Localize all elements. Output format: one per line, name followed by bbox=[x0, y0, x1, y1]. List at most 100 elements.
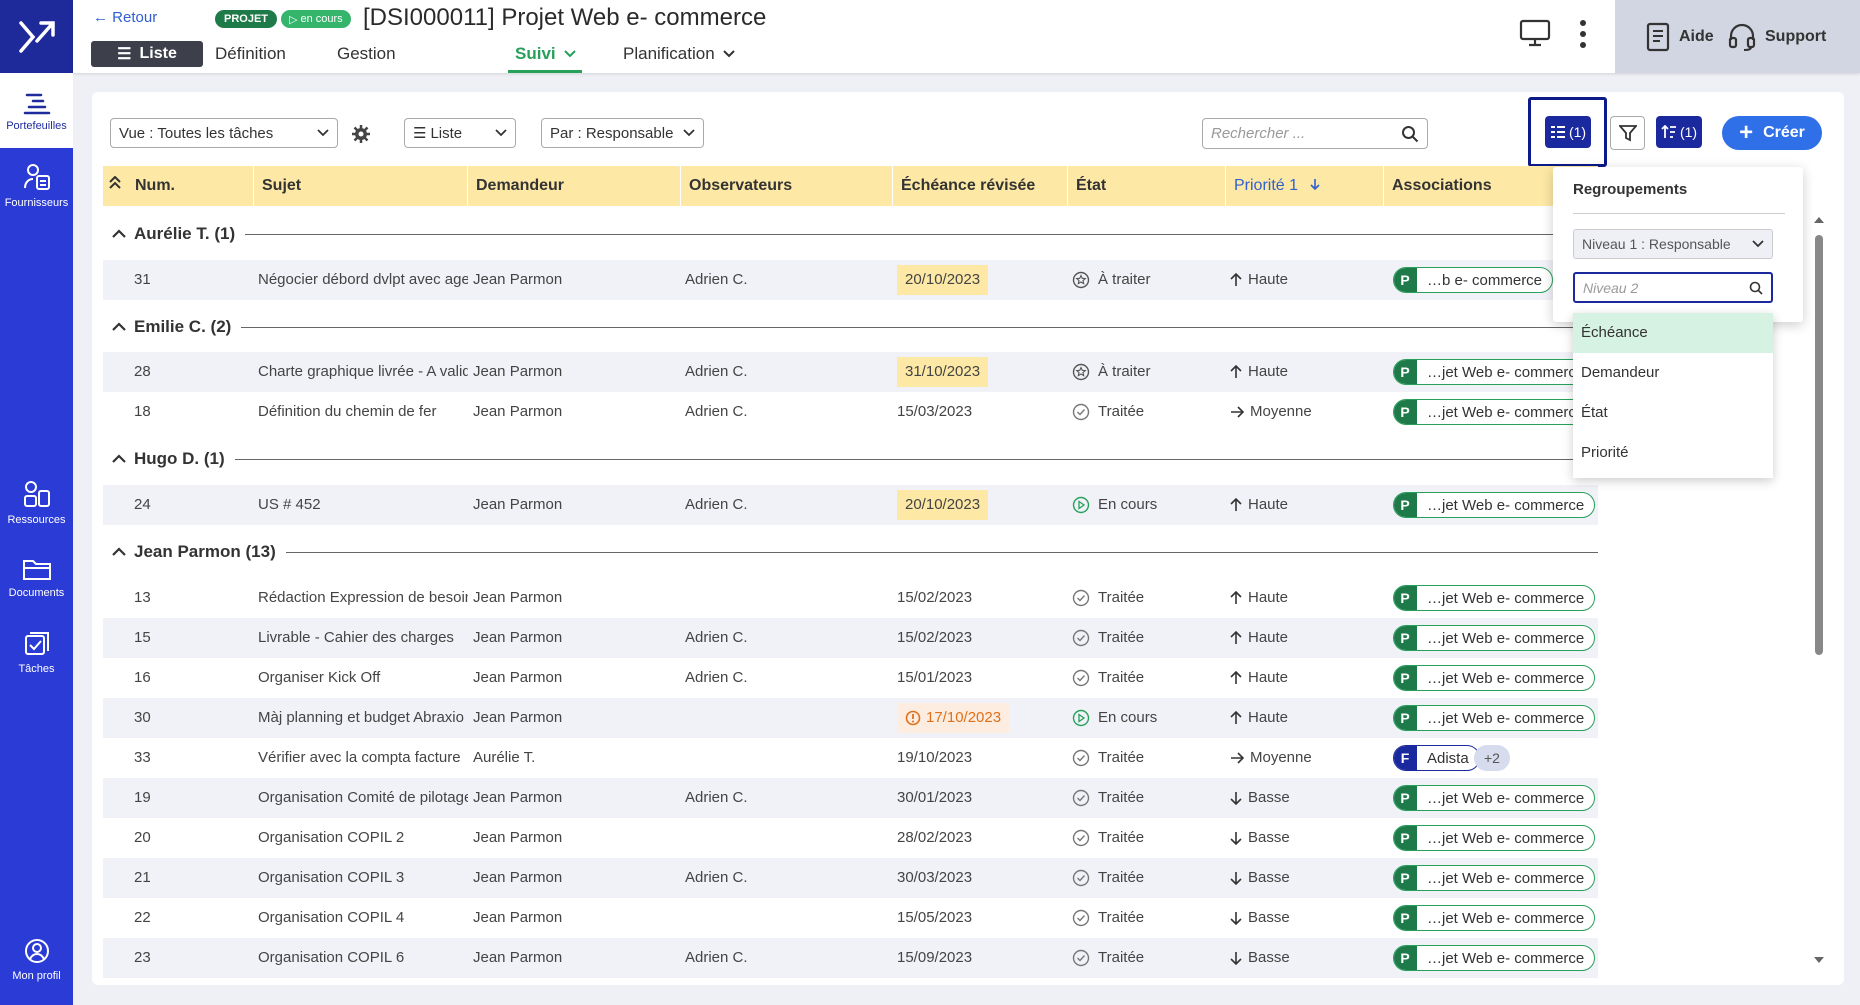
group-header[interactable]: Hugo D. (1) bbox=[103, 439, 1598, 479]
back-link[interactable]: ← Retour bbox=[93, 9, 158, 26]
cell-sujet[interactable]: Livrable - Cahier des charges bbox=[258, 629, 454, 646]
cell-sujet[interactable]: Organisation Comité de pilotage bbox=[258, 789, 468, 806]
help-button[interactable]: Aide bbox=[1645, 22, 1714, 52]
nav-portefeuilles[interactable]: Portefeuilles bbox=[0, 73, 73, 148]
association-label: …jet Web e- commerce bbox=[1427, 589, 1585, 607]
cell-sujet[interactable]: Màj planning et budget Abraxio bbox=[258, 709, 464, 726]
association-chip[interactable]: P …jet Web e- commerce bbox=[1393, 865, 1596, 891]
association-chip[interactable]: P …jet Web e- commerce bbox=[1393, 905, 1596, 931]
table-row[interactable]: 16 Organiser Kick Off Jean Parmon Adrien C.… bbox=[103, 658, 1598, 698]
table-row[interactable]: 15 Livrable - Cahier des charges Jean Parm… bbox=[103, 618, 1598, 658]
nav-mon-profil[interactable]: Mon profil bbox=[0, 922, 73, 997]
cell-num: 21 bbox=[134, 869, 151, 886]
cell-sujet[interactable]: Organisation COPIL 4 bbox=[258, 909, 405, 926]
association-type-letter: P bbox=[1394, 268, 1417, 292]
cell-sujet[interactable]: Vérifier avec la compta facture bbox=[258, 749, 461, 766]
level2-input[interactable]: Niveau 2 bbox=[1573, 272, 1773, 303]
view-select-value: Vue : Toutes les tâches bbox=[119, 124, 274, 142]
monitor-icon[interactable] bbox=[1519, 18, 1551, 53]
tab-planification[interactable]: Planification bbox=[623, 44, 735, 64]
table-row[interactable]: 20 Organisation COPIL 2 Jean Parmon 28/02/2… bbox=[103, 818, 1598, 858]
table-row[interactable]: 13 Rédaction Expression de besoins Jean Pa… bbox=[103, 578, 1598, 618]
association-chip[interactable]: P …jet Web e- commerce bbox=[1393, 399, 1596, 425]
column-header-echeance[interactable]: Échéance révisée bbox=[892, 166, 1067, 206]
cell-observateurs bbox=[685, 698, 885, 738]
dropdown-option-priorite[interactable]: Priorité bbox=[1581, 444, 1629, 461]
table-row[interactable]: 33 Vérifier avec la compta facture Aurélie… bbox=[103, 738, 1598, 778]
association-chip[interactable]: P …jet Web e- commerce bbox=[1393, 665, 1596, 691]
table-row[interactable]: 30 Màj planning et budget Abraxio Jean Par… bbox=[103, 698, 1598, 738]
scrollbar-thumb[interactable] bbox=[1815, 235, 1823, 655]
cell-sujet[interactable]: Organiser Kick Off bbox=[258, 669, 381, 686]
association-chip[interactable]: P …jet Web e- commerce bbox=[1393, 825, 1596, 851]
display-select[interactable]: ☰ Liste bbox=[404, 118, 516, 148]
cell-sujet[interactable]: Négocier débord dvlpt avec agence bbox=[258, 271, 468, 288]
table-row[interactable]: 19 Organisation Comité de pilotage Jean Pa… bbox=[103, 778, 1598, 818]
group-by-select[interactable]: Par : Responsable bbox=[541, 118, 704, 148]
nav-fournisseurs[interactable]: Fournisseurs bbox=[0, 148, 73, 223]
association-chip[interactable]: P …b e- commerce bbox=[1393, 267, 1554, 293]
sort-button[interactable]: (1) bbox=[1656, 116, 1702, 148]
group-header[interactable]: Aurélie T. (1) bbox=[103, 214, 1598, 254]
search-input[interactable]: Rechercher ... bbox=[1202, 118, 1428, 149]
nav-documents[interactable]: Documents bbox=[0, 540, 73, 615]
association-chip[interactable]: P …jet Web e- commerce bbox=[1393, 359, 1596, 385]
table-row[interactable]: 28 Charte graphique livrée - A valider Jea… bbox=[103, 352, 1598, 392]
arrow-down-icon bbox=[1230, 832, 1242, 845]
group-header[interactable]: Jean Parmon (13) bbox=[103, 532, 1598, 572]
column-header-observateurs[interactable]: Observateurs bbox=[680, 166, 892, 206]
dropdown-option-echeance[interactable]: Échéance bbox=[1573, 313, 1773, 353]
column-header-demandeur[interactable]: Demandeur bbox=[467, 166, 680, 206]
cell-sujet[interactable]: Organisation COPIL 2 bbox=[258, 829, 405, 846]
tab-gestion[interactable]: Gestion bbox=[337, 44, 396, 64]
association-chip[interactable]: P …jet Web e- commerce bbox=[1393, 785, 1596, 811]
column-header-sujet[interactable]: Sujet bbox=[253, 166, 467, 206]
column-header-priorite[interactable]: Priorité 1 bbox=[1225, 166, 1383, 206]
table-row[interactable]: 31 Négocier débord dvlpt avec agence Jean … bbox=[103, 260, 1598, 300]
association-more-badge[interactable]: +2 bbox=[1474, 745, 1510, 771]
tab-suivi[interactable]: Suivi bbox=[515, 44, 576, 64]
dropdown-option-etat[interactable]: État bbox=[1581, 404, 1608, 421]
association-chip[interactable]: P …jet Web e- commerce bbox=[1393, 625, 1596, 651]
filter-button[interactable] bbox=[1610, 116, 1645, 150]
cell-sujet[interactable]: Charte graphique livrée - A valider bbox=[258, 363, 468, 380]
association-chip[interactable]: P …jet Web e- commerce bbox=[1393, 705, 1596, 731]
settings-gear-icon[interactable] bbox=[351, 124, 371, 149]
vertical-scrollbar[interactable] bbox=[1813, 210, 1825, 970]
list-button[interactable]: ☰ Liste bbox=[91, 41, 203, 67]
table-row[interactable]: 24 US # 452 Jean Parmon Adrien C. 20/10/2023… bbox=[103, 485, 1598, 525]
support-button[interactable]: Support bbox=[1727, 22, 1826, 52]
cell-echeance: 30/01/2023 bbox=[897, 778, 1065, 818]
cell-sujet[interactable]: US # 452 bbox=[258, 496, 321, 513]
more-options-icon[interactable] bbox=[1578, 18, 1588, 55]
nav-taches[interactable]: Tâches bbox=[0, 615, 73, 690]
cell-sujet[interactable]: Organisation COPIL 6 bbox=[258, 949, 405, 966]
association-chip[interactable]: P …jet Web e- commerce bbox=[1393, 492, 1596, 518]
grouping-button[interactable]: (1) bbox=[1545, 116, 1591, 148]
regroupements-title: Regroupements bbox=[1573, 181, 1688, 198]
tab-definition[interactable]: Définition bbox=[215, 44, 286, 64]
create-button[interactable]: + Créer bbox=[1722, 116, 1822, 150]
table-row[interactable]: 21 Organisation COPIL 3 Jean Parmon Adrien … bbox=[103, 858, 1598, 898]
app-logo[interactable] bbox=[0, 0, 73, 73]
cell-sujet[interactable]: Rédaction Expression de besoins bbox=[258, 589, 468, 606]
nav-ressources[interactable]: Ressources bbox=[0, 465, 73, 540]
collapse-all-icon[interactable] bbox=[103, 166, 127, 206]
list-icon: ☰ bbox=[413, 125, 427, 142]
table-row[interactable]: 18 Définition du chemin de fer Jean Parmon… bbox=[103, 392, 1598, 432]
column-header-associations[interactable]: Associations bbox=[1383, 166, 1598, 206]
cell-sujet[interactable]: Organisation COPIL 3 bbox=[258, 869, 405, 886]
cell-sujet[interactable]: Définition du chemin de fer bbox=[258, 403, 437, 420]
association-chip[interactable]: P …jet Web e- commerce bbox=[1393, 585, 1596, 611]
association-chip[interactable]: F Adista bbox=[1393, 745, 1480, 771]
association-label: …jet Web e- commerce bbox=[1427, 629, 1585, 647]
column-header-num[interactable]: Num. bbox=[135, 177, 175, 194]
level1-select[interactable]: Niveau 1 : Responsable bbox=[1573, 229, 1773, 259]
table-row[interactable]: 22 Organisation COPIL 4 Jean Parmon 15/05/2… bbox=[103, 898, 1598, 938]
column-header-etat[interactable]: État bbox=[1067, 166, 1225, 206]
association-chip[interactable]: P …jet Web e- commerce bbox=[1393, 945, 1596, 971]
table-row[interactable]: 23 Organisation COPIL 6 Jean Parmon Adrien … bbox=[103, 938, 1598, 978]
view-select[interactable]: Vue : Toutes les tâches bbox=[110, 118, 338, 148]
dropdown-option-demandeur[interactable]: Demandeur bbox=[1581, 364, 1660, 381]
group-header[interactable]: Emilie C. (2) bbox=[103, 307, 1598, 347]
